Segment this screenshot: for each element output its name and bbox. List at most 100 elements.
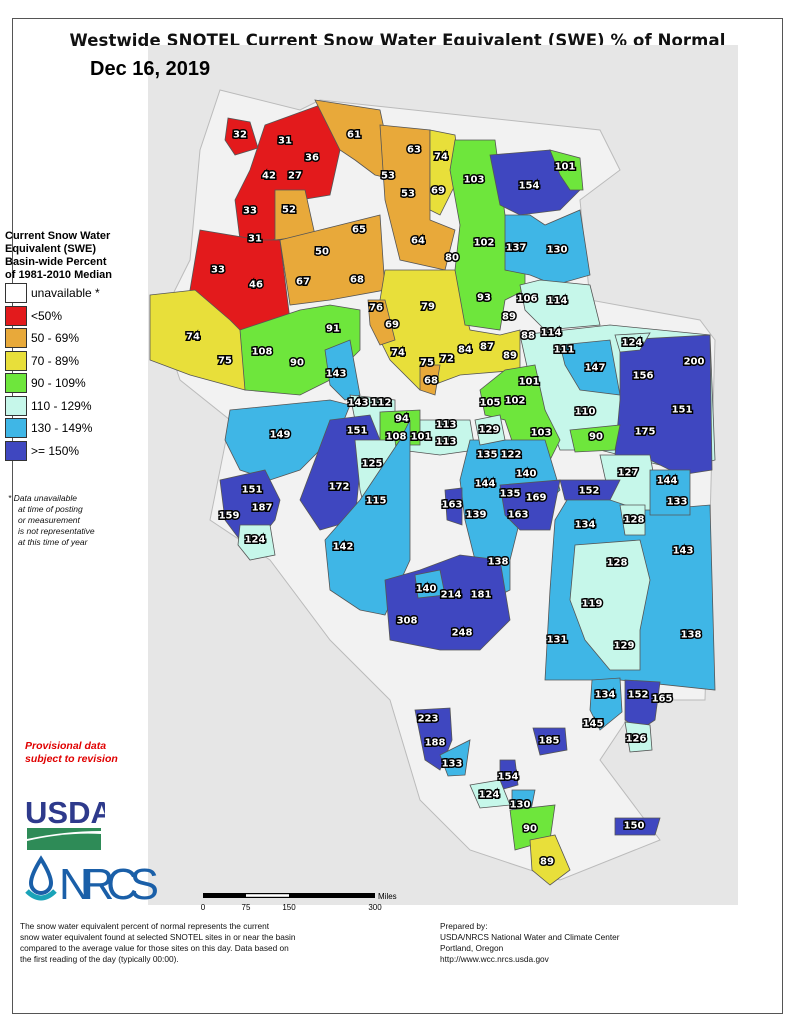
- basin-value-label: 27: [288, 171, 302, 182]
- basin-value-label: 93: [477, 293, 491, 304]
- basin-value-label: 134: [575, 520, 596, 531]
- basin-value-label: 33: [243, 206, 257, 217]
- basin-value-label: 103: [464, 175, 485, 186]
- legend-label: 50 - 69%: [31, 331, 80, 346]
- scale-bar: Miles 0 75 150 300: [201, 892, 397, 912]
- usda-logo-icon: USDA: [25, 795, 113, 850]
- provisional-note: Provisional data subject to revision: [25, 740, 118, 765]
- legend-item: 90 - 109%: [5, 372, 145, 395]
- basin-labels: 32 31 36 42 27 33 52 31 33 46 61 65 50 67 68 63 74 53 53 69…: [185, 128, 706, 869]
- legend-item: >= 150%: [5, 440, 145, 463]
- basin-value-label: 113: [436, 420, 457, 431]
- basin-value-label: 133: [667, 497, 688, 508]
- basin-value-label: 131: [547, 635, 568, 646]
- basin-value-label: 68: [350, 275, 364, 286]
- basin-value-label: 90: [589, 432, 603, 443]
- basin-regions: [149, 99, 716, 886]
- legend-label: unavailable *: [31, 286, 100, 301]
- basin-value-label: 68: [424, 376, 438, 387]
- basin-value-label: 144: [657, 476, 678, 487]
- basin-value-label: 128: [607, 558, 628, 569]
- legend-item: 70 - 89%: [5, 350, 145, 373]
- basin-value-label: 75: [420, 358, 434, 369]
- basin-value-label: 72: [440, 354, 454, 365]
- basin-value-label: 154: [519, 181, 540, 192]
- basin-value-label: 154: [498, 772, 519, 783]
- legend: Current Snow Water Equivalent (SWE) Basi…: [5, 230, 145, 462]
- basin-value-label: 129: [614, 641, 635, 652]
- basin-value-label: 135: [500, 489, 521, 500]
- basin-value-label: 114: [547, 296, 568, 307]
- basin-value-label: 69: [431, 186, 445, 197]
- basin-value-label: 144: [475, 479, 496, 490]
- basin-value-label: 74: [391, 348, 405, 359]
- basin-value-label: 130: [510, 800, 531, 811]
- basin-value-label: 223: [418, 714, 439, 725]
- basin-value-label: 110: [575, 407, 596, 418]
- svg-text:150: 150: [282, 903, 296, 912]
- basin-value-label: 135: [477, 450, 498, 461]
- basin-value-label: 163: [508, 510, 529, 521]
- basin-value-label: 61: [347, 130, 361, 141]
- nwcc-link[interactable]: http://www.wcc.nrcs.usda.gov: [440, 954, 549, 964]
- basin-value-label: 112: [371, 398, 392, 409]
- basin-value-label: 126: [626, 734, 647, 745]
- basin-value-label: 130: [547, 245, 568, 256]
- svg-text:300: 300: [368, 903, 382, 912]
- basin-value-label: 308: [397, 616, 418, 627]
- basin-value-label: 200: [684, 357, 705, 368]
- basin-value-label: 88: [521, 331, 535, 342]
- basin-value-label: 52: [282, 205, 296, 216]
- basin-value-label: 32: [233, 130, 247, 141]
- basin-value-label: 152: [628, 690, 649, 701]
- legend-swatch: [5, 395, 27, 416]
- legend-swatch: [5, 440, 27, 461]
- basin-value-label: 143: [673, 546, 694, 557]
- basin-value-label: 63: [407, 145, 421, 156]
- legend-title: Current Snow Water Equivalent (SWE) Basi…: [5, 230, 112, 281]
- basin-value-label: 113: [436, 437, 457, 448]
- legend-swatch: [5, 373, 27, 394]
- basin-value-label: 111: [554, 345, 575, 356]
- legend-rows: unavailable * <50% 50 - 69% 70 - 89% 90 - 10…: [5, 282, 145, 462]
- basin-value-label: 36: [305, 153, 319, 164]
- basin-value-label: 76: [369, 303, 383, 314]
- legend-swatch: [5, 283, 27, 304]
- legend-item: 50 - 69%: [5, 327, 145, 350]
- legend-item: 130 - 149%: [5, 417, 145, 440]
- legend-swatch: [5, 305, 27, 326]
- basin-value-label: 46: [249, 280, 263, 291]
- basin-value-label: 175: [635, 427, 656, 438]
- basin-value-label: 90: [523, 824, 537, 835]
- basin-value-label: 108: [252, 347, 273, 358]
- basin-value-label: 172: [329, 482, 350, 493]
- basin-value-label: 42: [262, 171, 276, 182]
- nrcs-logo: NRCS: [25, 855, 165, 910]
- basin-value-label: 89: [503, 351, 517, 362]
- legend-label: 90 - 109%: [31, 376, 86, 391]
- basin-value-label: 102: [505, 396, 526, 407]
- legend-item: <50%: [5, 305, 145, 328]
- basin-value-label: 33: [211, 265, 225, 276]
- basin-value-label: 147: [585, 363, 606, 374]
- basin-value-label: 31: [278, 136, 292, 147]
- basin-value-label: 50: [315, 247, 329, 258]
- legend-label: 130 - 149%: [31, 421, 93, 436]
- basin-value-label: 122: [501, 450, 522, 461]
- basin-value-label: 129: [479, 425, 500, 436]
- legend-item: 110 - 129%: [5, 395, 145, 418]
- basin-value-label: 143: [348, 398, 369, 409]
- basin-value-label: 140: [516, 469, 537, 480]
- svg-text:75: 75: [242, 903, 251, 912]
- basin-value-label: 102: [474, 238, 495, 249]
- basin-value-label: 151: [347, 426, 368, 437]
- legend-label: 110 - 129%: [31, 398, 92, 413]
- legend-swatch: [5, 418, 27, 439]
- basin-value-label: 124: [622, 338, 643, 349]
- basin-value-label: 152: [579, 486, 600, 497]
- svg-text:0: 0: [201, 903, 206, 912]
- basin-value-label: 248: [452, 628, 473, 639]
- basin-value-label: 67: [296, 277, 310, 288]
- basin-value-label: 114: [541, 328, 562, 339]
